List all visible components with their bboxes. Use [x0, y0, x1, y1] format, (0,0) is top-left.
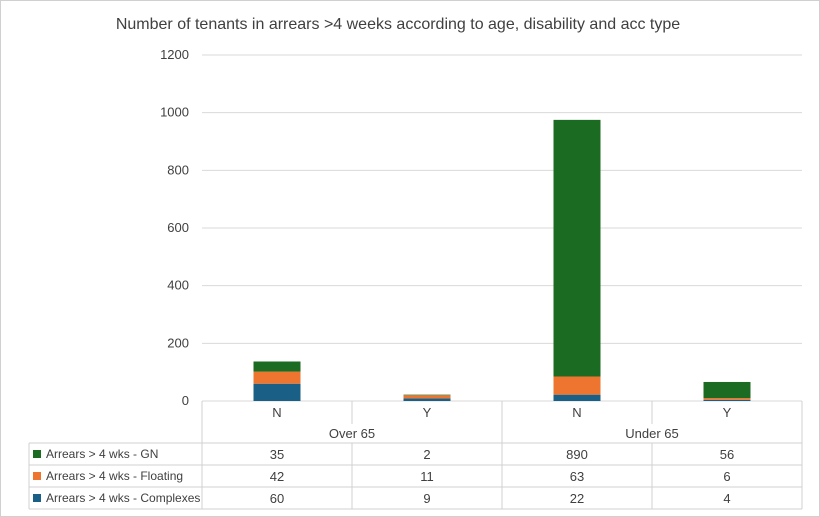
data-label: 63: [570, 469, 584, 484]
legend-swatch: [33, 450, 41, 458]
y-tick-label: 1200: [160, 47, 189, 62]
legend-label: Arrears > 4 wks - Complexes: [46, 491, 200, 505]
legend-swatch: [33, 472, 41, 480]
group-label: Under 65: [625, 426, 678, 441]
data-label: 2: [423, 447, 430, 462]
bar-0-0: [253, 383, 301, 401]
y-tick-label: 600: [167, 220, 189, 235]
y-tick-label: 800: [167, 162, 189, 177]
bar-2-3: [703, 381, 751, 399]
data-label: 11: [420, 469, 434, 484]
y-tick-label: 1000: [160, 105, 189, 120]
category-label: Y: [423, 405, 432, 420]
bars: [253, 119, 751, 401]
data-label: 4: [723, 491, 730, 506]
data-label: 890: [566, 447, 588, 462]
data-label: 60: [270, 491, 284, 506]
data-label: 22: [570, 491, 584, 506]
y-tick-label: 0: [182, 393, 189, 408]
category-label: N: [572, 405, 581, 420]
data-label: 6: [723, 469, 730, 484]
data-label: 35: [270, 447, 284, 462]
group-label: Over 65: [329, 426, 375, 441]
data-label: 56: [720, 447, 734, 462]
legend-label: Arrears > 4 wks - Floating: [46, 469, 183, 483]
category-label: Y: [723, 405, 732, 420]
bar-1-3: [703, 398, 751, 400]
bar-1-0: [253, 371, 301, 384]
bar-0-3: [703, 399, 751, 401]
data-label: 9: [423, 491, 430, 506]
data-table: N Y N Y Over 65 Under 65 Arrears > 4 wks - GN 3…: [28, 401, 803, 510]
bar-1-1: [403, 395, 451, 399]
y-axis: 0 200 400 600 800 1000 1200: [160, 47, 189, 408]
y-tick-label: 200: [167, 335, 189, 350]
legend-swatch: [33, 494, 41, 502]
bar-2-1: [403, 394, 451, 396]
bar-2-2: [553, 119, 601, 377]
bar-2-0: [253, 361, 301, 372]
chart-title: Number of tenants in arrears >4 weeks ac…: [116, 16, 680, 33]
category-label: N: [272, 405, 281, 420]
legend-label: Arrears > 4 wks - GN: [46, 447, 158, 461]
gridlines: [202, 54, 802, 402]
bar-0-1: [403, 398, 451, 401]
bar-1-2: [553, 376, 601, 395]
y-tick-label: 400: [167, 278, 189, 293]
bar-0-2: [553, 394, 601, 401]
data-label: 42: [270, 469, 284, 484]
